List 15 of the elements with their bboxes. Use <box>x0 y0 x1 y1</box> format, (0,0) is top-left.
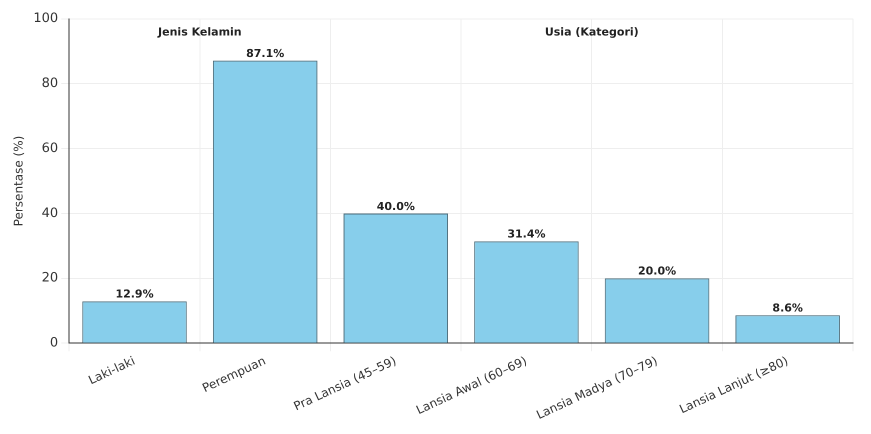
y-tick-label: 60 <box>42 140 58 156</box>
y-tick-label: 100 <box>33 11 58 26</box>
y-tick-label: 20 <box>42 270 58 286</box>
annotation: Jenis Kelamin <box>157 26 242 39</box>
data-label: 20.0% <box>638 264 676 278</box>
data-label: 31.4% <box>507 228 546 241</box>
annotation: Usia (Kategori) <box>544 26 639 39</box>
y-tick-label: 0 <box>50 336 58 351</box>
data-label: 40.0% <box>376 200 415 213</box>
data-label: 12.9% <box>115 288 154 301</box>
data-label: 8.6% <box>772 302 803 315</box>
y-tick-label: 80 <box>42 76 58 92</box>
data-label: 87.1% <box>246 47 284 60</box>
y-tick-label: 40 <box>42 206 58 221</box>
y-axis-title: Persentase (%) <box>11 136 26 226</box>
